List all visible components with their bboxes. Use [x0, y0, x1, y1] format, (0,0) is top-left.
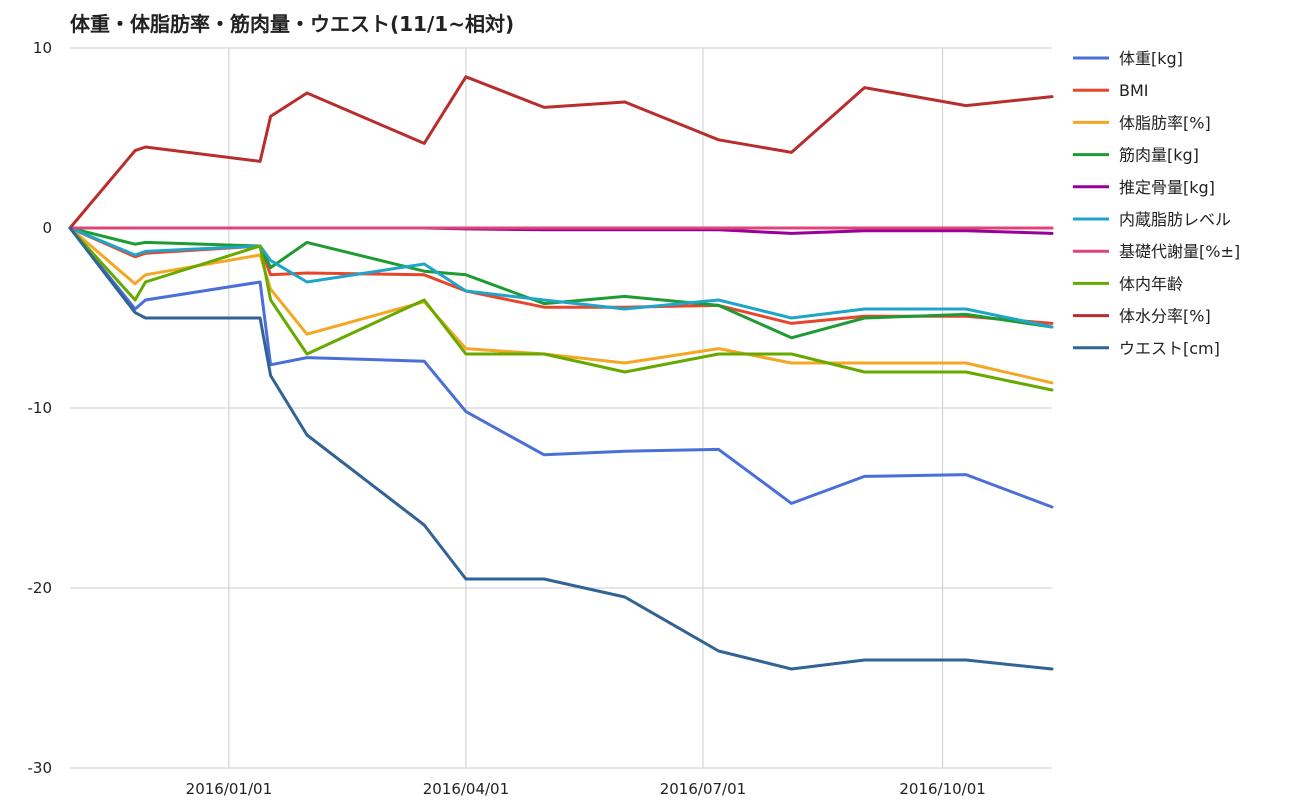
- legend-label: 体重[kg]: [1119, 49, 1183, 68]
- legend-item: 筋肉量[kg]: [1073, 146, 1199, 165]
- chart-title: 体重・体脂肪率・筋肉量・ウエスト(11/1~相対): [70, 12, 515, 36]
- legend-label: ウエスト[cm]: [1119, 339, 1220, 358]
- series-line-10: [68, 226, 1054, 671]
- series-layer: [68, 75, 1054, 671]
- y-tick-label: -30: [28, 759, 53, 777]
- legend-item: 推定骨量[kg]: [1073, 178, 1215, 197]
- y-tick-label: 0: [42, 219, 52, 237]
- legend-item: ウエスト[cm]: [1073, 339, 1220, 358]
- y-tick-label: -10: [28, 399, 53, 417]
- legend-item: BMI: [1073, 81, 1149, 100]
- axis-layer: 10 0 -10 -20 -30 2016/01/01 2016/04/01 2016/07/…: [28, 39, 986, 798]
- y-tick-label: 10: [33, 39, 52, 57]
- legend-label: 内蔵脂肪レベル: [1119, 210, 1231, 229]
- legend-item: 体脂肪率[%]: [1073, 113, 1211, 132]
- legend-label: 筋肉量[kg]: [1119, 146, 1199, 165]
- x-tick-label: 2016/07/01: [660, 780, 746, 798]
- legend-label: 基礎代謝量[%±]: [1119, 242, 1240, 261]
- y-tick-label: -20: [28, 579, 53, 597]
- legend-item: 体水分率[%]: [1073, 307, 1211, 326]
- series-line-4: [68, 226, 1054, 340]
- legend-label: 体内年齢: [1119, 274, 1183, 293]
- x-tick-label: 2016/10/01: [899, 780, 985, 798]
- legend-item: 体重[kg]: [1073, 49, 1183, 68]
- x-tick-label: 2016/01/01: [186, 780, 272, 798]
- series-line-8: [68, 226, 1054, 392]
- series-line-3: [68, 226, 1054, 385]
- series-line-9: [68, 75, 1054, 230]
- legend-label: 体脂肪率[%]: [1119, 113, 1211, 132]
- legend-item: 基礎代謝量[%±]: [1073, 242, 1240, 261]
- series-line-6: [68, 226, 1054, 329]
- x-tick-label: 2016/04/01: [423, 780, 509, 798]
- legend-item: 内蔵脂肪レベル: [1073, 210, 1231, 229]
- legend-label: 推定骨量[kg]: [1119, 178, 1215, 197]
- series-line-1: [68, 226, 1054, 509]
- legend-label: BMI: [1119, 81, 1149, 100]
- legend-label: 体水分率[%]: [1119, 307, 1211, 326]
- legend: 体重[kg] BMI 体脂肪率[%] 筋肉量[kg] 推定骨量[kg] 内蔵脂肪レベル基礎…: [1073, 49, 1240, 358]
- legend-item: 体内年齢: [1073, 274, 1183, 293]
